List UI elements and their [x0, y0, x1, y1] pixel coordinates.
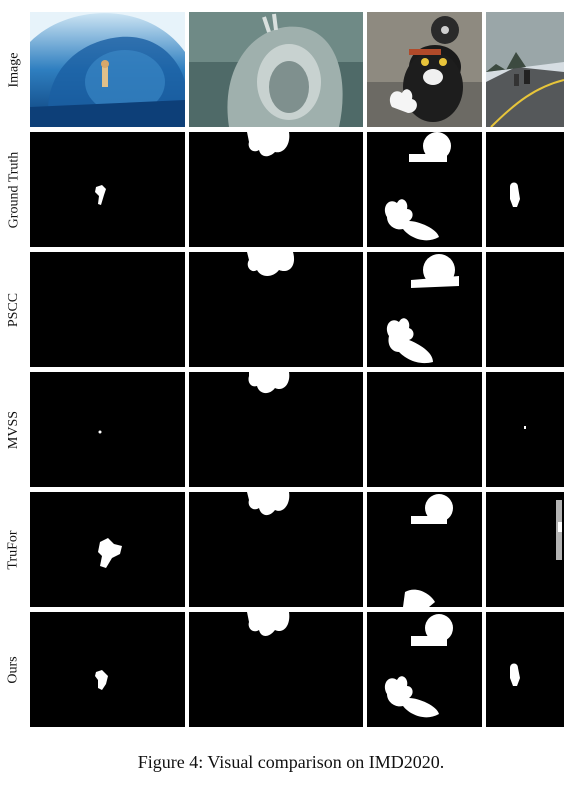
mask-pscc-cat — [367, 252, 482, 367]
image-cat — [367, 12, 482, 127]
row-label-ours: Ours — [5, 655, 21, 684]
mask-gt-cat — [367, 132, 482, 247]
mask-gt-surfer — [30, 132, 185, 247]
mask-ours-road — [486, 612, 564, 727]
mask-mvss-surfer — [30, 372, 185, 487]
row-label-ground-truth: Ground Truth — [6, 151, 22, 228]
mask-pscc-surfer — [30, 252, 185, 367]
mask-trufor-walrus — [189, 492, 363, 607]
mask-ours-walrus — [189, 612, 363, 727]
row-label-mvss: MVSS — [6, 410, 22, 449]
mask-mvss-cat — [367, 372, 482, 487]
image-road — [486, 12, 564, 127]
mask-gt-walrus — [189, 132, 363, 247]
mask-mvss-road — [486, 372, 564, 487]
mask-trufor-road — [486, 492, 564, 607]
figure-caption: Figure 4: Visual comparison on IMD2020. — [137, 752, 445, 772]
mask-pscc-road — [486, 252, 564, 367]
mask-pscc-walrus — [189, 252, 363, 367]
mask-ours-cat — [367, 612, 482, 727]
row-label-trufor: TruFor — [6, 529, 22, 570]
image-surfer — [30, 12, 185, 127]
row-label-image: Image — [6, 52, 22, 87]
mask-ours-surfer — [30, 612, 185, 727]
mask-mvss-walrus — [189, 372, 363, 487]
mask-gt-road — [486, 132, 564, 247]
row-label-pscc: PSCC — [6, 292, 21, 327]
mask-trufor-surfer — [30, 492, 185, 607]
image-walrus — [189, 12, 363, 127]
mask-trufor-cat — [367, 492, 482, 607]
